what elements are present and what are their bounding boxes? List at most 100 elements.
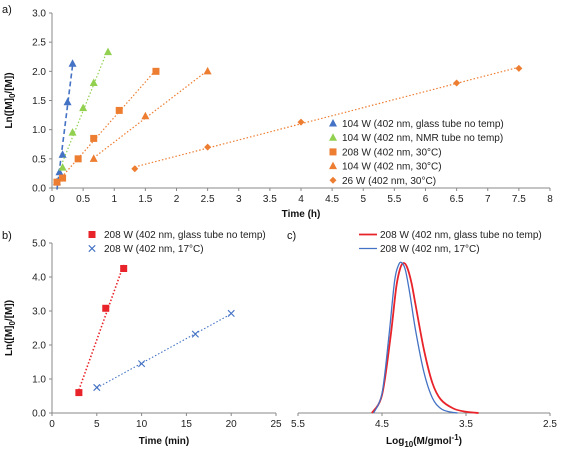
x-tick-label: 6 — [423, 194, 429, 205]
legend-marker — [88, 231, 96, 238]
data-point — [515, 64, 523, 72]
panel-label-c: c) — [287, 230, 296, 242]
y-tick-label: 1.0 — [32, 125, 46, 136]
y-tick-label: 2.0 — [32, 341, 46, 352]
chart-a-marks: 104 W (402 nm, glass tube no temp) 104 W … — [52, 47, 523, 190]
x-tick-label: 25 — [270, 419, 282, 430]
x-tick-label: 5.5 — [291, 419, 305, 430]
data-point-stroke — [191, 330, 199, 338]
data-point — [55, 167, 64, 176]
data-point — [58, 163, 67, 171]
legend-label: 208 W (402 nm, glass tube no temp) — [104, 230, 266, 241]
data-point — [204, 143, 212, 151]
y-tick-label: 0.5 — [32, 154, 46, 165]
legend-marker — [329, 133, 337, 141]
x-axis-label: Log10(M/gmol-1) — [386, 433, 462, 449]
data-point — [453, 79, 461, 87]
trendline — [93, 69, 208, 159]
y-tick-label: 2.0 — [32, 67, 46, 78]
x-tick-label: 0.5 — [76, 194, 90, 205]
legend-marker — [88, 244, 96, 253]
data-point — [90, 134, 98, 142]
x-tick-label: 3 — [236, 194, 242, 205]
data-point — [93, 383, 101, 392]
legend-label: 104 W (402 nm, NMR tube no temp) — [342, 133, 503, 144]
legend-label: 208 W (402 nm, 17°C) — [380, 244, 480, 255]
x-tick-label: 5 — [94, 419, 100, 430]
data-point — [102, 304, 110, 312]
x-tick-label: 0 — [49, 419, 55, 430]
x-axis-label: Time (h) — [282, 209, 321, 220]
trendline — [96, 313, 232, 389]
x-tick-label: 5.5 — [387, 194, 401, 205]
x-tick-label: 4.5 — [375, 419, 389, 430]
data-point — [115, 106, 123, 114]
legend-label: 208 W (402 nm, 30°C) — [342, 147, 442, 158]
data-point — [58, 150, 67, 158]
x-tick-label: 1.5 — [138, 194, 152, 205]
data-point-stroke — [227, 309, 235, 317]
data-point — [138, 360, 146, 368]
x-tick-label: 8 — [547, 194, 553, 205]
legend-label: 208 W (402 nm, 17°C) — [104, 244, 204, 255]
series-line — [371, 262, 479, 414]
legend-marker — [329, 176, 337, 184]
y-tick-label: 0.0 — [32, 184, 46, 195]
y-axis-label: Ln([M]0/[M]) — [4, 300, 17, 356]
y-tick-label: 4.0 — [32, 273, 46, 284]
y-tick-label: 1.0 — [32, 375, 46, 386]
chart-c-marks: 208 W (402 nm, glass tube no temp) 208 W … — [359, 230, 542, 414]
x-tick-label: 7.5 — [512, 194, 526, 205]
data-point — [203, 66, 212, 75]
legend-label: 104 W (402 nm, glass tube no temp) — [342, 119, 504, 130]
data-point — [120, 265, 128, 272]
data-point — [68, 59, 77, 67]
x-tick-label: 4 — [298, 194, 304, 205]
x-tick-label: 7 — [485, 194, 491, 205]
x-tick-label: 0 — [49, 194, 55, 205]
data-point — [74, 155, 82, 163]
x-tick-label: 6.5 — [450, 194, 464, 205]
data-point-stroke — [93, 383, 101, 392]
x-tick-label: 10 — [136, 419, 148, 430]
x-tick-label: 15 — [181, 419, 193, 430]
data-point — [59, 174, 67, 182]
x-tick-label: 5 — [360, 194, 366, 205]
data-point — [68, 128, 77, 136]
x-tick-label: 20 — [226, 419, 238, 430]
x-tick-label: 2.5 — [543, 419, 557, 430]
data-point — [79, 103, 88, 112]
y-tick-label: 0.0 — [32, 409, 46, 420]
x-tick-label: 3.5 — [263, 194, 277, 205]
legend-label: 26 W (402 nm, 30°C) — [342, 176, 436, 187]
data-point — [131, 165, 139, 173]
y-axis-label: Ln([M]0/[M]) — [4, 72, 17, 128]
trendline — [56, 69, 157, 183]
x-axis-label: Time (min) — [139, 436, 189, 447]
panel-label-a: a) — [2, 4, 12, 16]
legend-label: 104 W (402 nm, 30°C) — [342, 162, 442, 173]
trendline — [62, 48, 109, 163]
data-point — [191, 330, 199, 338]
chart-b-axes: 0.0 1.0 2.0 3.0 4.0 5.0 0 5 10 15 20 25 Time (min) Ln… — [4, 239, 282, 448]
y-tick-label: 1.5 — [32, 96, 46, 107]
x-tick-label: 1 — [111, 194, 117, 205]
trendline — [78, 264, 125, 391]
chart-c-axes: 5.5 4.5 3.5 2.5 Log10(M/gmol-1) — [291, 412, 557, 449]
legend-marker-stroke — [88, 244, 96, 253]
data-point — [53, 178, 61, 186]
data-point — [75, 389, 83, 397]
y-tick-label: 3.0 — [32, 307, 46, 318]
data-point — [227, 309, 235, 317]
chart-a-axes: 0.0 0.5 1.0 1.5 2.0 2.5 3.0 0 0.5 1 1.5 2 2.5 3 3.5 4 4.… — [4, 9, 553, 221]
y-tick-label: 2.5 — [32, 38, 46, 49]
legend-marker — [329, 161, 337, 170]
x-tick-label: 3.5 — [459, 419, 473, 430]
y-tick-label: 3.0 — [32, 9, 46, 20]
x-tick-label: 2 — [174, 194, 180, 205]
legend-label: 208 W (402 nm, glass tube no temp) — [380, 230, 542, 241]
data-point — [297, 118, 305, 126]
x-tick-label: 4.5 — [325, 194, 339, 205]
data-point — [104, 47, 113, 56]
